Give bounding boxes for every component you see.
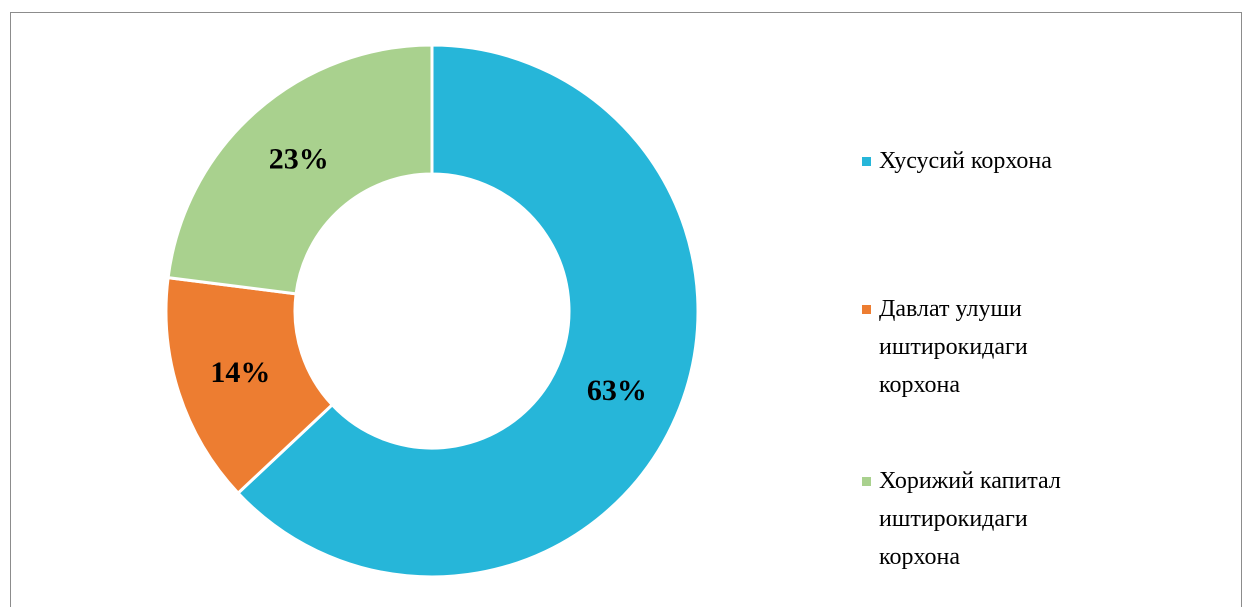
data-label: 63%: [587, 374, 647, 407]
data-label: 23%: [269, 143, 329, 176]
legend-swatch: [862, 305, 871, 314]
legend-label: Хорижий капитал иштирокидаги корхона: [879, 468, 1061, 570]
donut-segment: [164, 275, 335, 496]
donut-segment: [235, 43, 700, 579]
legend-item: Давлат улуши иштирокидаги корхона: [862, 290, 1112, 404]
data-label: 14%: [210, 356, 270, 389]
legend-label: Давлат улуши иштирокидаги корхона: [879, 296, 1028, 398]
chart-frame: [10, 12, 1242, 607]
legend-label: Хусусий корхона: [879, 148, 1052, 174]
legend-item: Хусусий корхона: [862, 142, 1112, 180]
legend-item: Хорижий капитал иштирокидаги корхона: [862, 462, 1112, 576]
legend-swatch: [862, 157, 871, 166]
legend-swatch: [862, 477, 871, 486]
donut-segment: [166, 43, 434, 296]
